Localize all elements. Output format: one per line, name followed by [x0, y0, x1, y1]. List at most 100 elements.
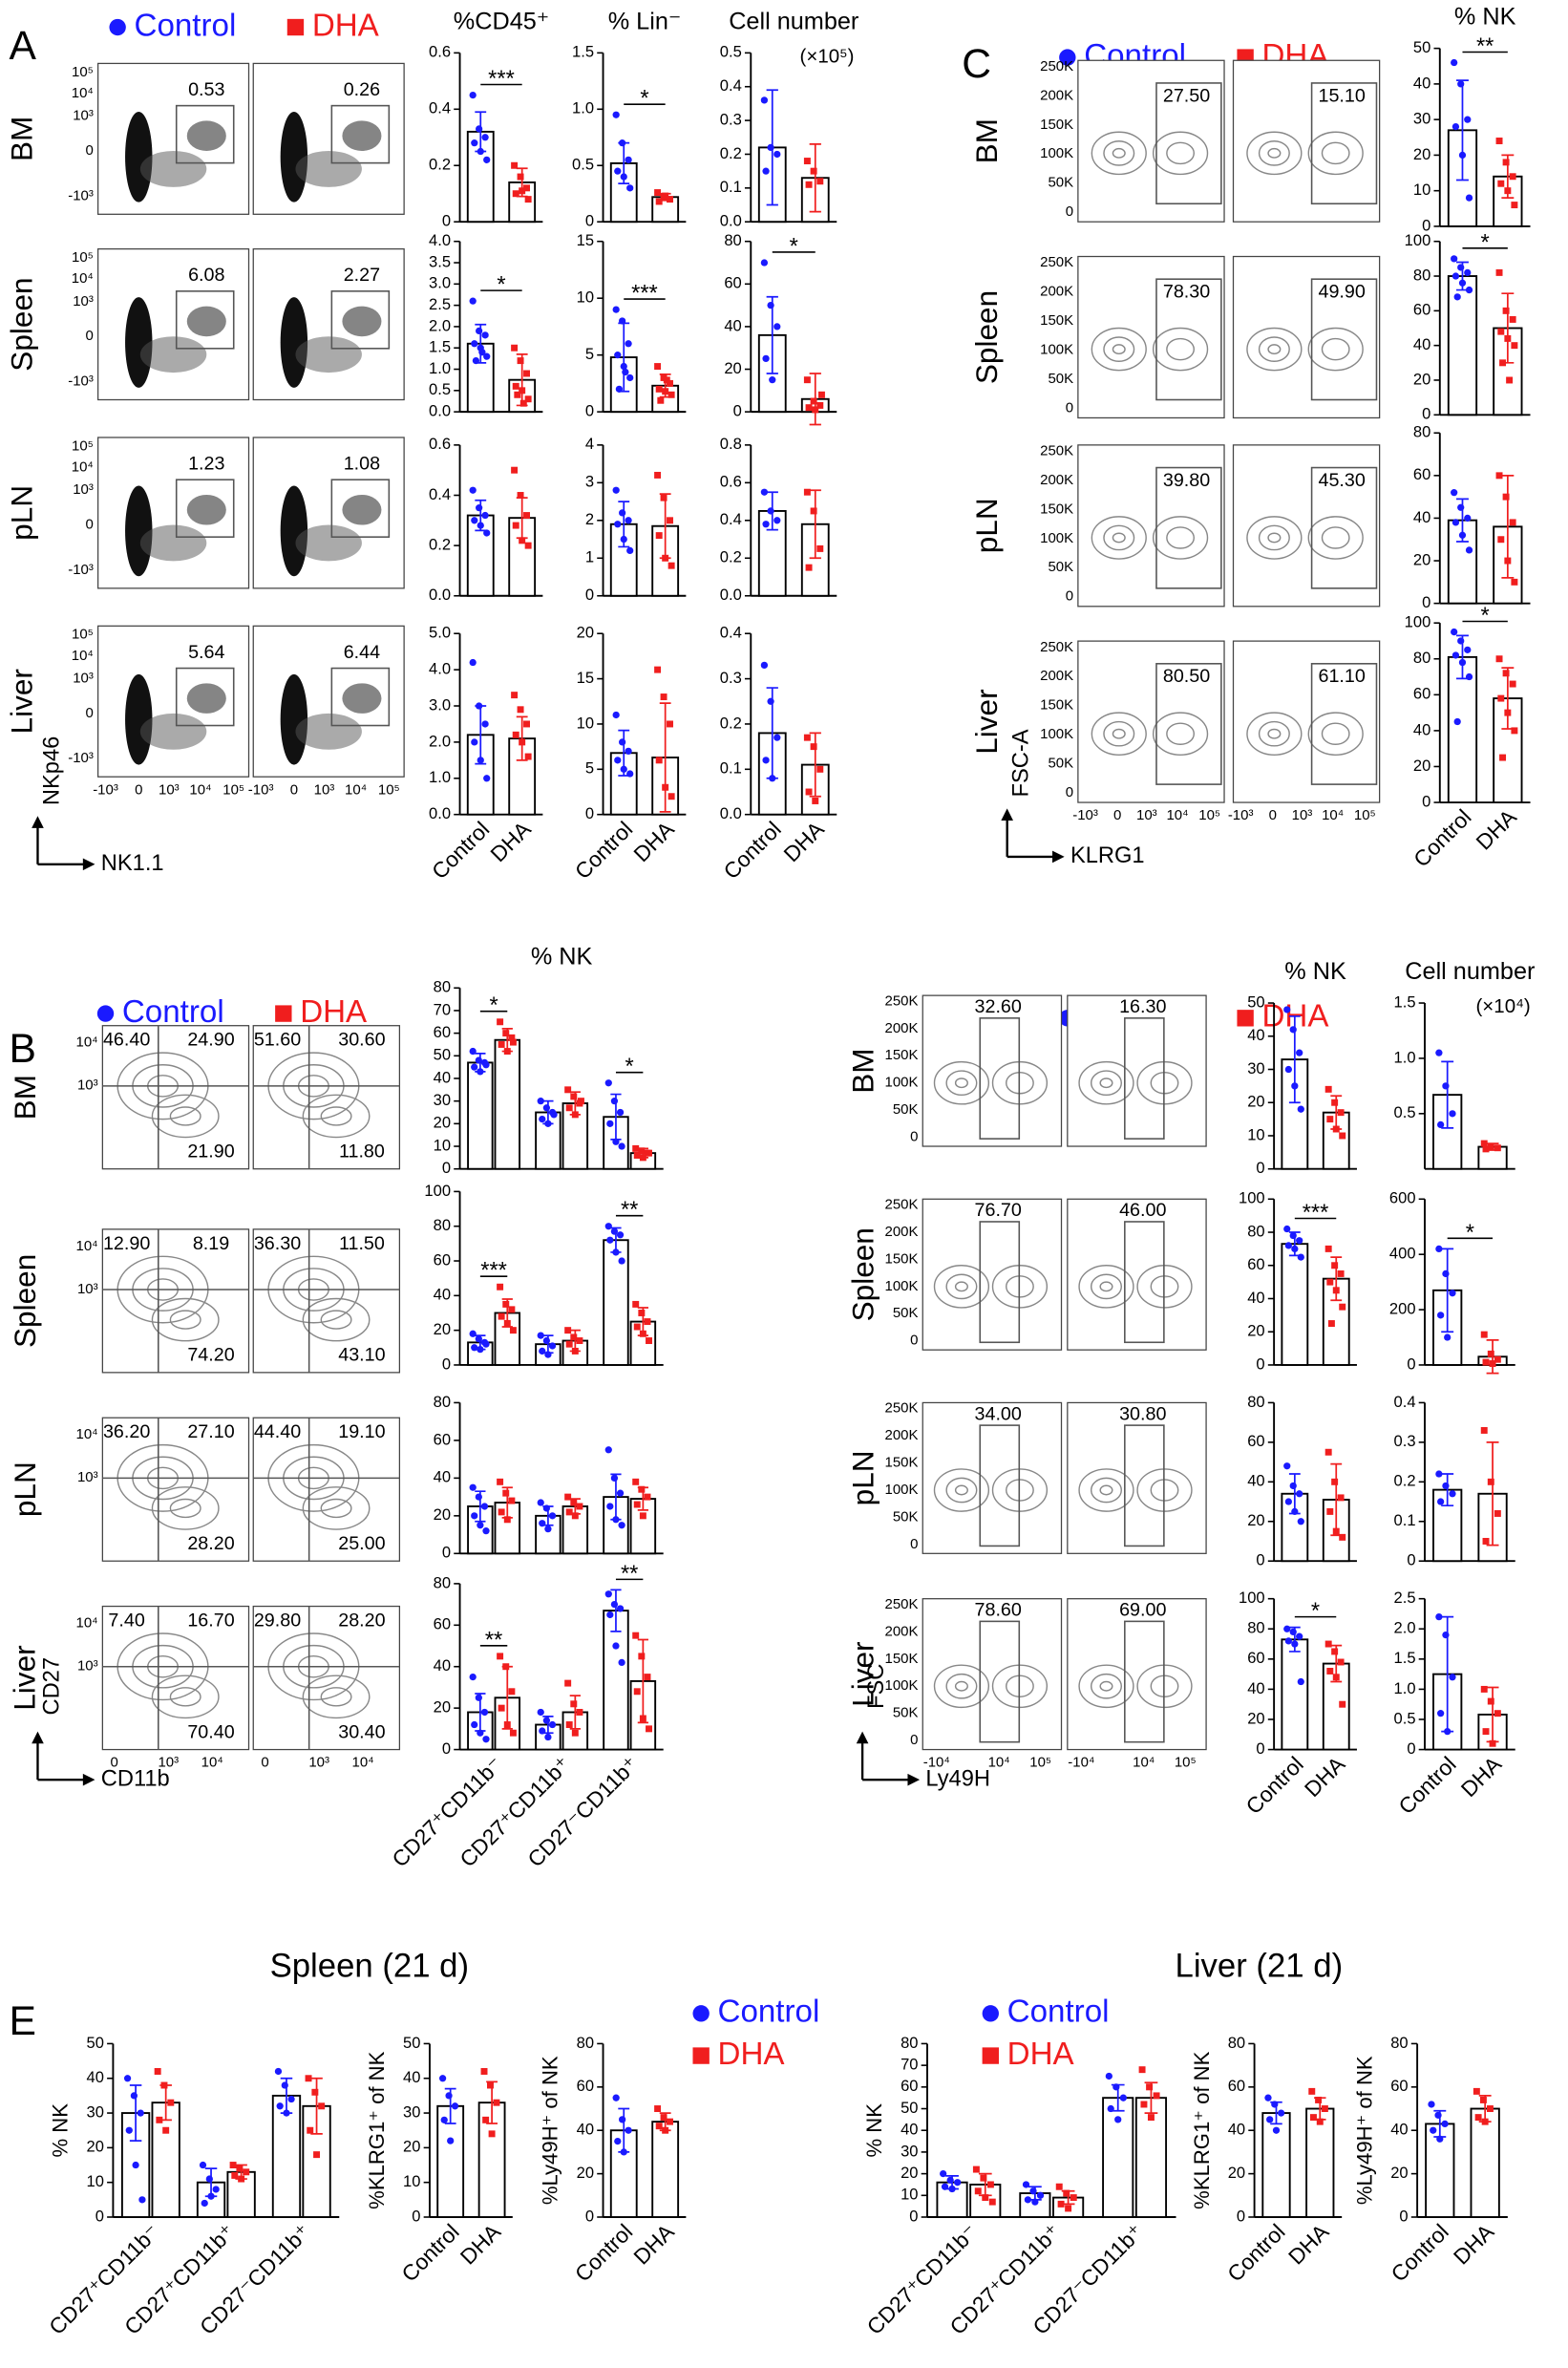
- flow-y-tick-label: 0: [86, 142, 94, 159]
- data-point: [476, 327, 483, 335]
- y-tick-label: 20: [434, 1698, 451, 1717]
- data-point: [1480, 1426, 1488, 1434]
- y-tick-label: 80: [1413, 266, 1430, 284]
- chart-title: Cell number: [1405, 958, 1535, 985]
- flow-x-tick-label: 10³: [1292, 807, 1313, 823]
- error-bar: [486, 2080, 498, 2124]
- data-point: [564, 1086, 572, 1094]
- gate-value: 5.64: [188, 642, 224, 663]
- population-contour: [1078, 1060, 1134, 1105]
- gate-value: 15.10: [1318, 85, 1365, 106]
- y-tick-label: 400: [1389, 1245, 1416, 1263]
- chart-title: %CD45⁺: [454, 8, 549, 34]
- data-point: [805, 404, 813, 412]
- data-point: [517, 706, 524, 714]
- flow-x-tick-label: 10⁴: [1322, 807, 1344, 823]
- data-point: [1297, 1677, 1304, 1686]
- population-contour: [1103, 720, 1135, 747]
- data-point: [803, 158, 811, 165]
- data-point: [1464, 514, 1472, 523]
- data-point: [604, 1446, 612, 1454]
- flow-y-tick-label: 100K: [1040, 530, 1073, 546]
- data-point: [1451, 122, 1460, 131]
- flow-x-tick-label: 10³: [308, 1755, 329, 1771]
- error-bar: [618, 501, 630, 548]
- data-point: [1331, 1262, 1339, 1269]
- data-point: [537, 1332, 544, 1339]
- population-contour: [1099, 1281, 1113, 1292]
- sig-label: **: [1476, 34, 1494, 59]
- error-bar: [610, 1227, 622, 1253]
- y-tick-label: 0.0: [720, 586, 742, 604]
- data-point: [1480, 1685, 1488, 1693]
- y-tick-label: 0: [909, 2207, 918, 2225]
- gate-value: 51.60: [254, 1030, 301, 1051]
- y-tick-label: 0: [1256, 1355, 1264, 1373]
- y-tick-label: 40: [434, 1468, 451, 1486]
- x-tick-label: DHA: [1449, 2219, 1499, 2270]
- data-point: [1482, 1538, 1490, 1545]
- flow-y-tick-label: 0: [910, 1333, 918, 1349]
- error-bar: [618, 322, 630, 393]
- flow-y-tick-label: 10⁴: [76, 1615, 98, 1632]
- data-point: [614, 521, 622, 528]
- population-contour: [1112, 147, 1126, 159]
- population-contour: [933, 1664, 990, 1709]
- legend-label: Control: [1007, 1995, 1110, 2030]
- error-bar: [766, 491, 778, 531]
- data-point: [167, 2099, 175, 2106]
- flow-x-tick-label: -10³: [93, 781, 118, 798]
- data-point: [1451, 272, 1460, 280]
- population-contour: [151, 1297, 220, 1342]
- data-point: [1464, 116, 1472, 123]
- row-label: Liver: [8, 1645, 42, 1710]
- data-point: [667, 196, 673, 203]
- data-point: [1428, 2101, 1435, 2108]
- data-point: [482, 2116, 490, 2123]
- data-point: [1326, 1667, 1334, 1675]
- y-tick-label: 50: [1247, 992, 1264, 1011]
- chart-title: % NK: [1454, 4, 1516, 31]
- y-tick-label: 4.0: [429, 231, 451, 249]
- y-tick-label: 80: [724, 231, 741, 249]
- y-tick-label: 0: [1399, 2207, 1408, 2225]
- data-point: [986, 2181, 994, 2188]
- bar: [466, 130, 495, 224]
- y-tick-label: 60: [724, 274, 741, 292]
- data-point: [1437, 1120, 1445, 1129]
- error-bar: [1288, 1626, 1301, 1653]
- data-point: [524, 196, 532, 203]
- y-tick-label: 3: [585, 473, 594, 491]
- flow-y-axis-label: FSC: [864, 1664, 889, 1709]
- data-point: [123, 2075, 132, 2082]
- data-point: [1511, 578, 1518, 586]
- error-bar: [659, 2112, 671, 2132]
- y-tick-label: 80: [1228, 2034, 1245, 2052]
- gate-value: 8.19: [193, 1233, 229, 1254]
- gate-value: 6.44: [344, 642, 380, 663]
- y-tick-label: 0: [1256, 1551, 1264, 1569]
- y-tick-label: 40: [434, 1656, 451, 1675]
- data-point: [1266, 2116, 1274, 2123]
- population-contour: [1166, 337, 1195, 361]
- population-contour: [1112, 344, 1126, 355]
- population-density: [186, 306, 226, 337]
- error-bar: [1501, 474, 1515, 579]
- data-point: [475, 1335, 482, 1343]
- flow-x-tick-label: 10⁴: [345, 781, 367, 798]
- data-point: [469, 91, 477, 99]
- gate: [330, 290, 391, 350]
- data-point: [616, 1108, 625, 1117]
- gate-value: 27.50: [1163, 85, 1210, 106]
- chart-title: % NK: [1284, 958, 1346, 985]
- bar: [494, 1038, 521, 1170]
- gate: [330, 479, 391, 538]
- row-label: Spleen: [969, 290, 1004, 384]
- data-point: [1296, 1237, 1303, 1245]
- population-contour: [1307, 131, 1364, 176]
- y-tick-label: 0.1: [720, 759, 742, 778]
- y-tick-label: 40: [901, 2121, 918, 2139]
- data-point: [638, 1653, 646, 1660]
- sig-label: ***: [1303, 1201, 1329, 1226]
- data-point: [512, 522, 519, 529]
